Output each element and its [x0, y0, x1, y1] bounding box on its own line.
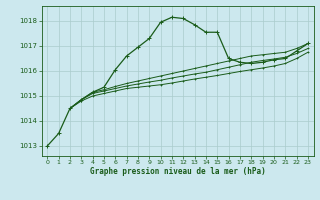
X-axis label: Graphe pression niveau de la mer (hPa): Graphe pression niveau de la mer (hPa) — [90, 167, 266, 176]
